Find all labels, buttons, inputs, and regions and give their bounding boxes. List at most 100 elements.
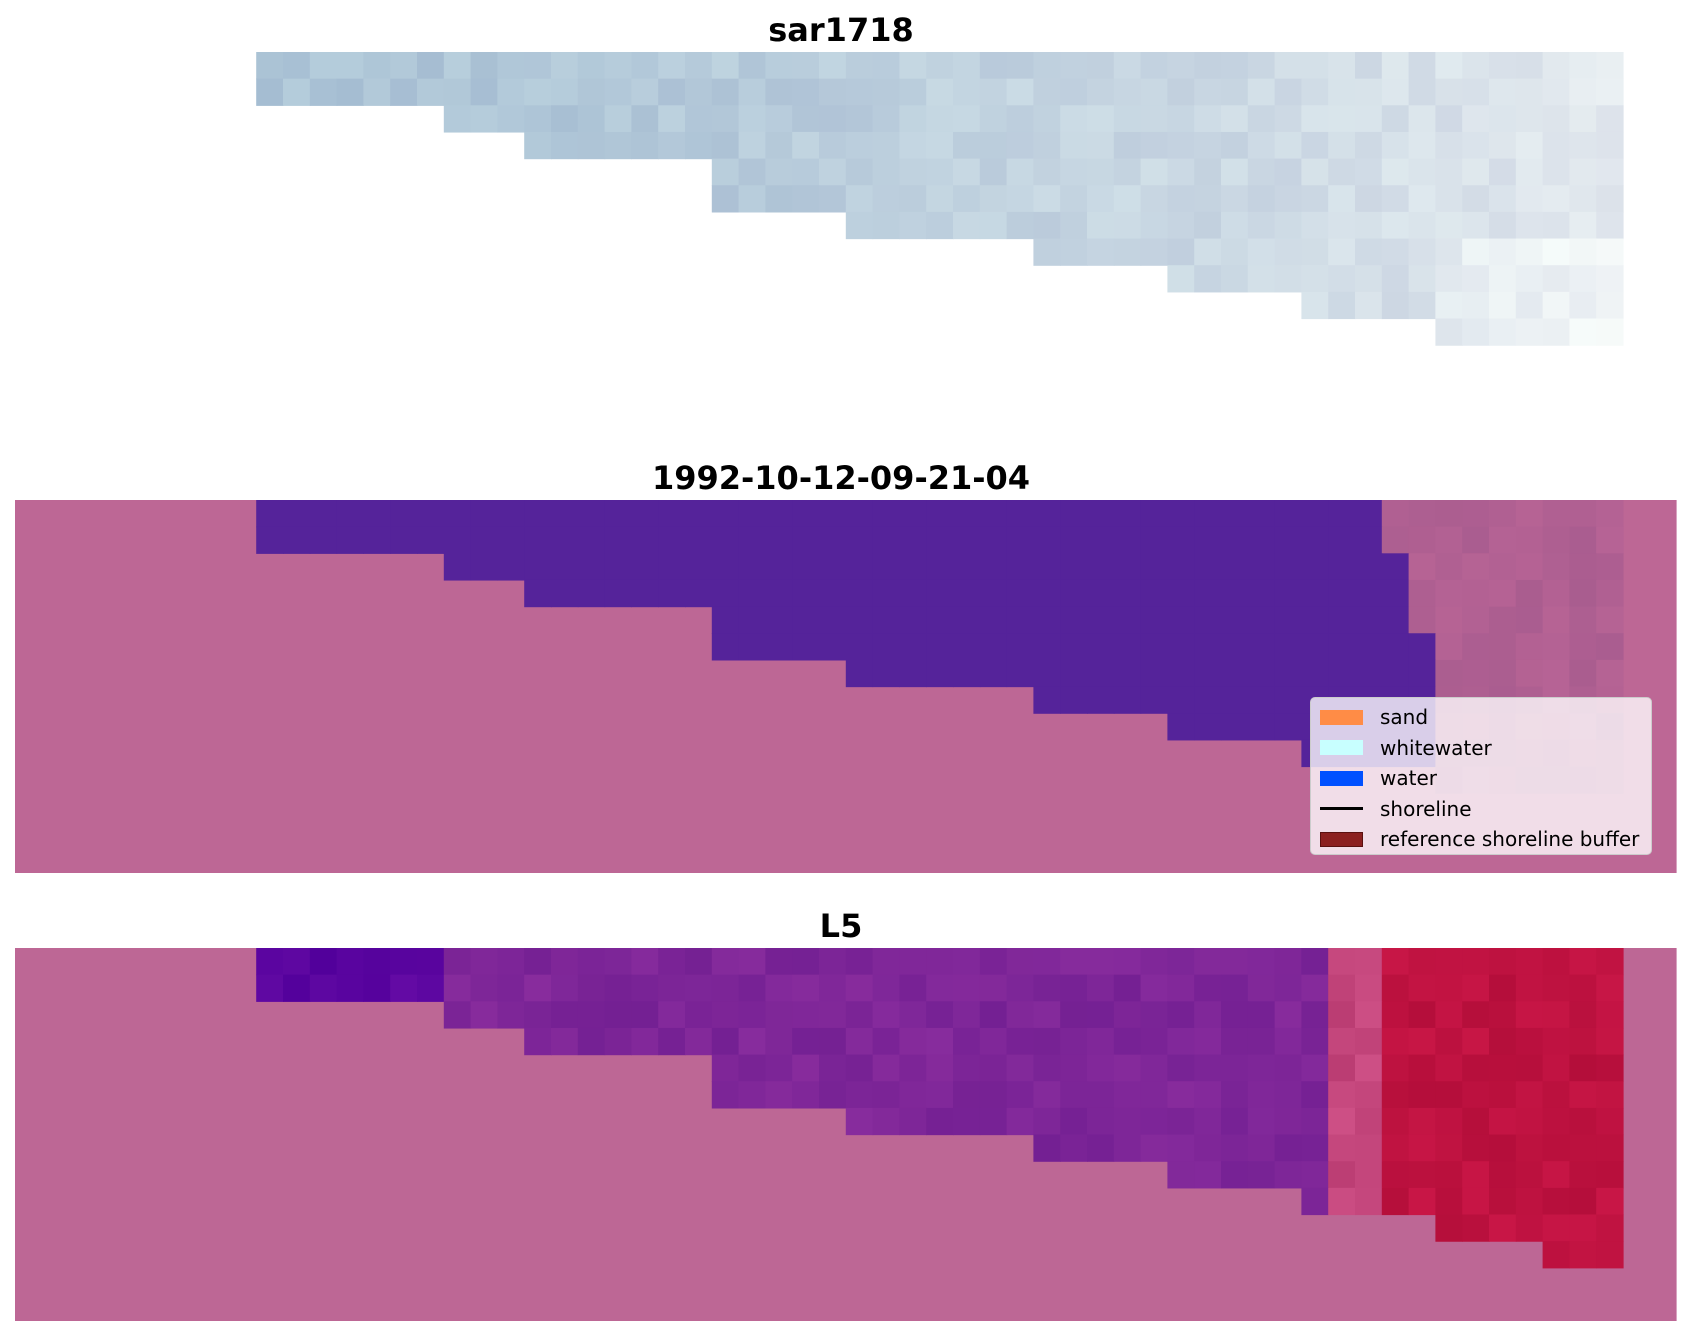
water-pixel: [926, 633, 954, 661]
index-pixel: [1569, 974, 1597, 1002]
sar-pixel: [1274, 78, 1302, 106]
water-pixel: [417, 500, 445, 528]
water-pixel: [1274, 633, 1302, 661]
sar-pixel: [1274, 131, 1302, 160]
sar-pixel: [1113, 78, 1142, 106]
index-pixel: [1596, 1001, 1624, 1029]
sar-pixel: [1435, 291, 1463, 320]
index-pixel: [1489, 1134, 1517, 1162]
sar-pixel: [792, 78, 820, 106]
index-pixel: [497, 1001, 525, 1029]
index-pixel: [1542, 974, 1570, 1002]
water-pixel: [1301, 659, 1329, 688]
index-pixel: [363, 948, 391, 976]
water-pixel: [1408, 659, 1436, 688]
water-pixel: [1060, 633, 1088, 661]
sar-pixel: [926, 131, 954, 160]
index-pixel: [1087, 1107, 1115, 1136]
sar-pixel: [1542, 78, 1570, 106]
sar-pixel: [953, 105, 981, 133]
index-pixel: [1060, 974, 1088, 1002]
sar-pixel: [1381, 131, 1410, 160]
index-pixel: [1274, 1161, 1302, 1189]
water-pixel: [604, 553, 632, 581]
index-pixel: [1515, 1161, 1544, 1189]
sar-pixel: [1569, 158, 1597, 186]
index-pixel: [390, 974, 418, 1002]
index-pixel: [309, 974, 338, 1002]
water-pixel: [1247, 686, 1276, 714]
index-pixel: [1381, 1107, 1410, 1136]
index-pixel: [819, 974, 847, 1002]
water-pixel: [1247, 713, 1276, 741]
index-pixel: [1596, 948, 1624, 976]
sar-pixel: [1221, 105, 1249, 133]
index-pixel: [1515, 1001, 1544, 1029]
sar-pixel: [1542, 318, 1570, 346]
sar-pixel: [658, 105, 686, 133]
sar-pixel: [1515, 131, 1544, 160]
sar-pixel: [1542, 158, 1570, 186]
land-pixel: [1569, 579, 1597, 608]
sar-pixel: [1033, 238, 1061, 266]
sar-pixel: [1381, 238, 1410, 266]
index-pixel: [953, 1001, 981, 1029]
sar-pixel: [1167, 52, 1195, 80]
index-pixel: [631, 974, 659, 1002]
water-pixel: [1274, 606, 1302, 634]
index-pixel: [1113, 1054, 1142, 1082]
index-pixel: [551, 1001, 579, 1029]
index-pixel: [1194, 1054, 1222, 1082]
index-pixel: [1167, 1054, 1195, 1082]
index-pixel: [1381, 1187, 1410, 1216]
index-pixel: [792, 1054, 820, 1082]
sar-pixel: [1462, 318, 1490, 346]
land-pixel: [1542, 633, 1570, 661]
water-pixel: [765, 526, 793, 554]
sar-pixel: [926, 211, 954, 240]
sar-pixel: [1462, 238, 1490, 266]
sar-pixel: [1542, 185, 1570, 213]
index-pixel: [1489, 1001, 1517, 1029]
water-pixel: [899, 579, 927, 608]
index-pixel: [1167, 974, 1195, 1002]
water-pixel: [363, 500, 391, 528]
sar-pixel: [1596, 238, 1624, 266]
sar-pixel: [1462, 185, 1490, 213]
index-pixel: [953, 1027, 981, 1056]
land-pixel: [1435, 579, 1463, 608]
water-pixel: [1301, 526, 1329, 554]
sar-pixel: [1033, 52, 1061, 80]
index-pixel: [577, 1001, 606, 1029]
index-pixel: [1247, 974, 1276, 1002]
sar-pixel: [1087, 158, 1115, 186]
index-pixel: [1542, 1187, 1570, 1216]
index-pixel: [524, 1027, 552, 1056]
sar-pixel: [819, 185, 847, 213]
water-pixel: [1301, 553, 1329, 581]
water-pixel: [1355, 526, 1383, 554]
index-pixel: [1542, 1081, 1570, 1109]
index-pixel: [1194, 1027, 1222, 1056]
water-pixel: [1167, 500, 1195, 528]
sar-pixel: [1301, 78, 1329, 106]
index-pixel: [953, 1081, 981, 1109]
water-pixel: [1140, 606, 1168, 634]
sar-pixel: [1221, 52, 1249, 80]
index-pixel: [470, 974, 498, 1002]
index-pixel: [1435, 1001, 1463, 1029]
index-pixel: [979, 1001, 1008, 1029]
water-pixel: [309, 526, 338, 554]
index-pixel: [1247, 1054, 1276, 1082]
index-pixel: [926, 948, 954, 976]
index-pixel: [336, 974, 364, 1002]
index-pixel: [256, 974, 284, 1002]
land-pixel: [1435, 553, 1463, 581]
sar-pixel: [926, 105, 954, 133]
index-pixel: [1140, 948, 1168, 976]
index-pixel: [417, 948, 445, 976]
water-pixel: [1274, 553, 1302, 581]
sar-pixel: [1569, 105, 1597, 133]
sar-pixel: [1569, 265, 1597, 293]
sar-pixel: [979, 105, 1008, 133]
